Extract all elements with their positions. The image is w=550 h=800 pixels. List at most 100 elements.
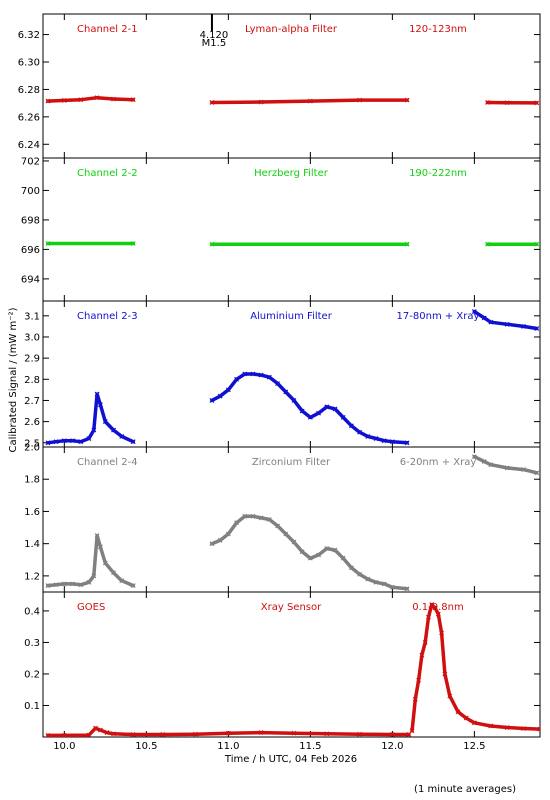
panel-2: 694 696 698 700 702 Channel 2-2 Herzberg Filte… [21,156,541,302]
data-point [389,439,395,445]
data-point [471,454,477,460]
data-point [521,467,527,472]
data-point [61,581,67,587]
data-point [373,436,379,441]
data-point [78,582,84,588]
data-point [291,539,297,545]
data-point [258,730,264,736]
band-label: 17-80nm + Xray [397,311,480,322]
data-point [439,630,445,636]
data-point [53,582,59,588]
channel-label: Channel 2-4 [77,457,138,468]
panel-3: 2.5 2.6 2.7 2.8 2.9 3.0 3.1 Channel 2-3 Aluminiu… [24,300,541,449]
event-marker-sublabel: M1.5 [202,38,227,49]
data-point [521,726,527,731]
data-point [258,515,264,521]
y-tick-label: 6.24 [18,140,40,151]
data-point [365,576,371,582]
channel-label: Channel 2-1 [77,24,138,35]
data-point [119,578,125,584]
data-point [225,387,231,393]
y-tick-label: 2.9 [24,354,40,365]
data-point [93,725,98,731]
data-point [381,581,387,587]
data-point [94,391,100,397]
data-point [209,241,215,247]
data-point [416,677,422,683]
panel-5: 0.1 0.2 0.3 0.4 GOES Xray Sensor 0.1-0.8nm 10.0… [24,591,541,752]
data-point [61,97,67,103]
series-segment-2 [210,372,409,445]
data-series [45,95,540,106]
data-point [78,97,84,103]
data-point [70,438,75,444]
y-tick-label: 2.7 [24,396,40,407]
y-tick-label: 2.8 [24,375,40,386]
y-tick-label: 3.0 [24,332,40,343]
data-point [432,605,438,611]
data-point [419,652,425,658]
panels: 6.24 6.26 6.28 6.30 6.32 Channel 2-1 Lyman-alp… [18,13,541,752]
data-point [91,427,97,433]
data-point [435,611,441,617]
y-tick-label: 0.1 [24,701,40,712]
panel-frame [42,591,541,738]
data-point [381,438,387,444]
data-point [217,538,223,543]
data-point [94,95,100,101]
data-point [389,584,395,590]
data-point [119,433,125,439]
data-point [250,513,256,519]
data-point [404,97,410,103]
x-tick-label: 12.0 [381,741,403,752]
data-point [291,398,297,403]
data-point [357,97,362,103]
band-label: 0.1-0.8nm [412,602,464,613]
filter-label: Xray Sensor [261,602,322,613]
data-point [357,731,362,737]
y-tick-label: 1.8 [24,475,40,486]
data-point [242,513,248,519]
data-point [45,98,51,104]
series-segment-2 [210,514,409,591]
data-point [209,100,215,105]
data-point [463,715,469,721]
data-point [61,438,67,444]
x-tick-label: 10.5 [135,741,157,752]
data-point [504,321,510,327]
filter-label: Herzberg Filter [254,168,329,179]
data-point [193,731,198,737]
series-segment-1 [46,533,135,588]
x-tick-label: 10.0 [53,741,75,752]
data-point [45,440,51,446]
data-point [365,433,371,439]
channel-label: GOES [77,602,105,613]
data-point [389,732,395,737]
data-point [404,241,410,247]
data-point [111,427,116,433]
y-tick-label: 6.28 [18,85,40,96]
panel-1: 6.24 6.26 6.28 6.30 6.32 Channel 2-1 Lyman-alp… [18,13,541,159]
data-point [534,326,540,331]
data-point [130,732,136,737]
data-point [426,614,431,620]
y-tick-label: 0.4 [24,606,40,617]
band-label: 6-20nm + Xray [400,457,477,468]
data-point [307,414,313,420]
data-point [45,732,51,737]
data-point [324,404,330,410]
data-point [412,696,418,702]
data-point [340,555,346,561]
data-point [422,640,428,645]
data-point [53,439,59,445]
data-point [111,731,116,737]
filter-label: Aluminium Filter [250,311,333,322]
footnote: (1 minute averages) [414,784,516,795]
data-point [404,440,410,446]
data-point [488,723,494,729]
data-point [442,671,448,677]
data-point [86,436,92,441]
data-point [357,429,362,435]
panel-frame [42,300,541,448]
data-point [97,402,103,408]
